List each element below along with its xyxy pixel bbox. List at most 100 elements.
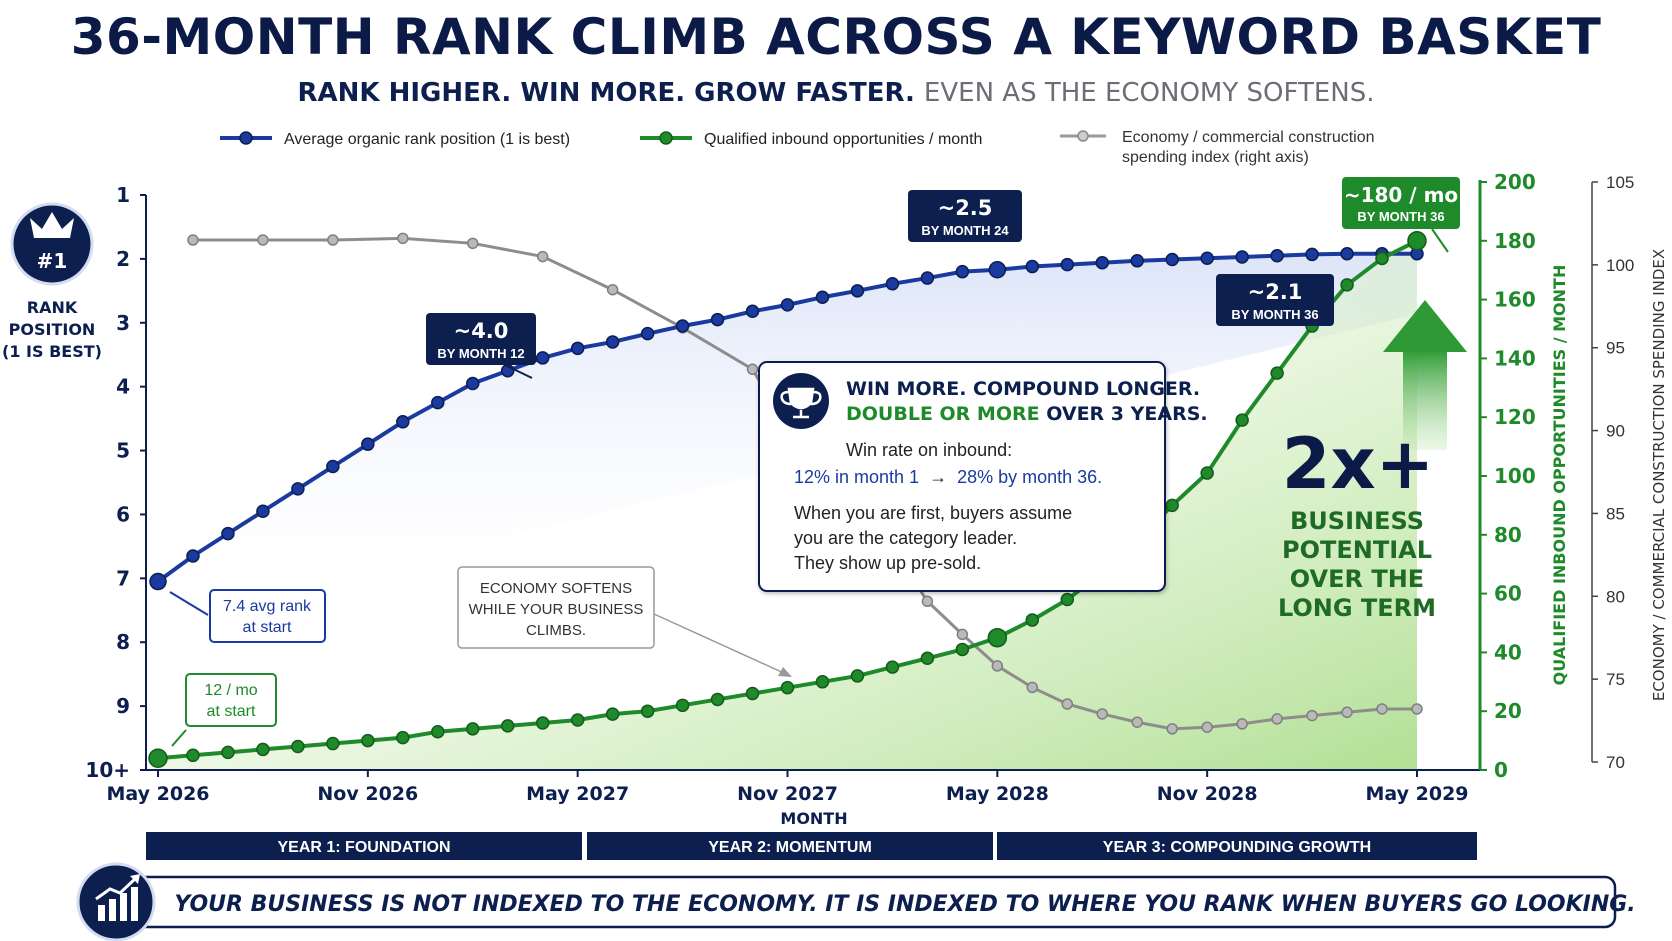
legend-label-rank: Average organic rank position (1 is best… bbox=[284, 131, 570, 148]
econ-point bbox=[397, 232, 409, 245]
legend-item-opps: Qualified inbound opportunities / month bbox=[640, 131, 982, 148]
year-label-1: YEAR 1: FOUNDATION bbox=[277, 839, 450, 856]
legend-item-econ: Economy / commercial construction spendi… bbox=[1060, 129, 1375, 166]
opps-point bbox=[500, 719, 515, 733]
legend-label-opps: Qualified inbound opportunities / month bbox=[704, 131, 982, 148]
econ-point bbox=[1341, 706, 1353, 719]
callout-month-12: ~4.0 BY MONTH 12 bbox=[426, 313, 536, 379]
rank-point bbox=[570, 341, 585, 356]
opps-point bbox=[291, 739, 305, 754]
econ-point bbox=[467, 237, 479, 250]
info-win-arrow: → bbox=[929, 467, 947, 487]
opps-point bbox=[1165, 498, 1179, 513]
left-axis-label-1: RANK bbox=[27, 298, 78, 317]
opps-point bbox=[640, 704, 655, 718]
opps-tick-label: 40 bbox=[1494, 640, 1522, 664]
opps-tick-label: 200 bbox=[1494, 170, 1536, 194]
subtitle-grey: EVEN AS THE ECONOMY SOFTENS. bbox=[923, 78, 1375, 108]
left-tick-label: 6 bbox=[116, 502, 130, 526]
rank-series bbox=[149, 247, 1424, 591]
opps-point bbox=[466, 722, 480, 736]
potential-line-3: OVER THE bbox=[1290, 565, 1424, 593]
left-tick-label: 5 bbox=[116, 439, 130, 463]
rank-point bbox=[675, 319, 690, 333]
econ-point bbox=[991, 660, 1004, 672]
opps-area bbox=[158, 240, 1417, 771]
callout-month-36-opps: ~180 / mo BY MONTH 36 bbox=[1342, 177, 1460, 253]
x-tick-label: May 2029 bbox=[1365, 783, 1468, 805]
page-subtitle: RANK HIGHER. WIN MORE. GROW FASTER. EVEN… bbox=[0, 78, 1672, 108]
opps-point bbox=[1235, 413, 1249, 427]
rank-point bbox=[256, 504, 270, 518]
econ-tick-label: 85 bbox=[1606, 504, 1625, 523]
x-tick-label: May 2027 bbox=[526, 783, 629, 805]
opps-tick-label: 140 bbox=[1494, 346, 1536, 370]
rank-point bbox=[605, 335, 620, 349]
callout-month-36-rank: ~2.1 BY MONTH 36 bbox=[1216, 274, 1334, 326]
opps-point bbox=[605, 707, 620, 721]
econ-point bbox=[187, 234, 199, 246]
rank-point bbox=[1060, 257, 1075, 272]
info-h2: DOUBLE OR MORE OVER 3 YEARS. bbox=[846, 403, 1208, 425]
info-win-from: 12% in month 1 bbox=[794, 467, 919, 487]
left-axis-label-3: (1 IS BEST) bbox=[2, 342, 102, 361]
economy-line-1: ECONOMY SOFTENS bbox=[480, 580, 632, 597]
callout-24-value: ~2.5 bbox=[938, 196, 993, 220]
potential-line-4: LONG TERM bbox=[1278, 594, 1436, 622]
econ-point bbox=[1131, 716, 1143, 728]
opps-tick-label: 100 bbox=[1494, 464, 1536, 488]
potential-line-1: BUSINESS bbox=[1290, 507, 1424, 535]
econ-tick-label: 100 bbox=[1606, 256, 1634, 275]
econ-point bbox=[1236, 718, 1248, 730]
info-p3: They show up pre-sold. bbox=[794, 553, 981, 573]
x-axis-title: MONTH bbox=[780, 809, 847, 828]
rank-point bbox=[1095, 255, 1109, 270]
econ-point bbox=[921, 595, 934, 608]
rank-start-line-1: 7.4 avg rank bbox=[223, 598, 312, 615]
subtitle-main: RANK HIGHER. WIN MORE. GROW FASTER. bbox=[297, 78, 915, 108]
opps-series bbox=[148, 231, 1427, 768]
opps-point bbox=[396, 730, 410, 745]
econ-point bbox=[746, 363, 759, 376]
year-label-2: YEAR 2: MOMENTUM bbox=[708, 839, 872, 856]
x-tick-label: Nov 2027 bbox=[737, 783, 838, 805]
econ-point bbox=[1271, 713, 1283, 725]
econ-point bbox=[956, 628, 969, 641]
opps-point bbox=[850, 669, 865, 683]
econ-point bbox=[1376, 703, 1388, 715]
econ-tick-label: 70 bbox=[1606, 753, 1625, 772]
opps-point bbox=[1060, 592, 1075, 607]
economy-line-2: WHILE YOUR BUSINESS bbox=[469, 601, 644, 618]
rank-point bbox=[326, 459, 340, 474]
left-tick-label: 3 bbox=[116, 311, 130, 335]
rank-point bbox=[396, 415, 410, 429]
year-label-3: YEAR 3: COMPOUNDING GROWTH bbox=[1103, 839, 1371, 856]
year-band-2 bbox=[587, 832, 993, 860]
rank-point bbox=[780, 298, 795, 312]
callout-12-value: ~4.0 bbox=[454, 319, 509, 343]
callout-month-24: ~2.5 BY MONTH 24 bbox=[908, 190, 1022, 242]
opps-tick-label: 160 bbox=[1494, 288, 1536, 312]
crown-icon bbox=[30, 212, 74, 238]
info-win-label: Win rate on inbound: bbox=[846, 440, 1012, 460]
opps-point bbox=[221, 745, 235, 760]
rank-point bbox=[186, 549, 200, 563]
opps-axis-label: QUALIFIED INBOUND OPPORTUNITIES / MONTH bbox=[1550, 265, 1569, 686]
left-axis-label-2: POSITION bbox=[9, 320, 96, 339]
rank-point bbox=[291, 482, 305, 496]
econ-point bbox=[257, 234, 269, 246]
left-tick-label: 8 bbox=[116, 630, 130, 654]
potential-big: 2x+ bbox=[1282, 423, 1435, 505]
left-tick-label: 10+ bbox=[85, 758, 130, 782]
rank-point bbox=[1130, 254, 1144, 268]
footer-banner: YOUR BUSINESS IS NOT INDEXED TO THE ECON… bbox=[76, 862, 1636, 941]
left-tick-label: 7 bbox=[116, 566, 130, 590]
x-tick-label: Nov 2026 bbox=[317, 783, 418, 805]
rank-point bbox=[1305, 247, 1319, 262]
year-band-1 bbox=[146, 832, 582, 860]
opps-point bbox=[1025, 613, 1040, 627]
opps-point bbox=[955, 642, 970, 657]
opps-point bbox=[1407, 231, 1427, 251]
opps-point bbox=[885, 660, 900, 674]
opps-point bbox=[1200, 466, 1214, 480]
